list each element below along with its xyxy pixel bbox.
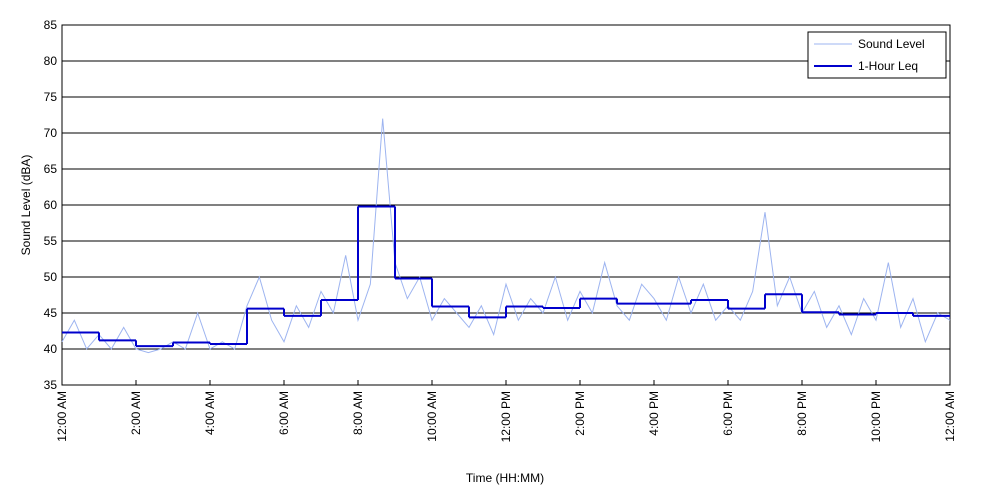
y-tick-label: 60 <box>44 198 58 212</box>
x-tick-label: 4:00 PM <box>647 391 661 436</box>
legend-label: Sound Level <box>858 37 925 51</box>
x-tick-label: 2:00 AM <box>129 391 143 435</box>
x-tick-label: 6:00 PM <box>721 391 735 436</box>
x-tick-label: 10:00 AM <box>425 391 439 442</box>
x-tick-label: 12:00 AM <box>943 391 957 442</box>
x-tick-label: 12:00 AM <box>55 391 69 442</box>
y-tick-label: 40 <box>44 342 58 356</box>
x-tick-label: 8:00 PM <box>795 391 809 436</box>
y-tick-label: 65 <box>44 162 58 176</box>
x-tick-label: 6:00 AM <box>277 391 291 435</box>
x-tick-label: 8:00 AM <box>351 391 365 435</box>
legend-label: 1-Hour Leq <box>858 59 918 73</box>
x-tick-label: 10:00 PM <box>869 391 883 442</box>
legend-box <box>807 31 947 79</box>
y-tick-label: 80 <box>44 54 58 68</box>
y-tick-label: 70 <box>44 126 58 140</box>
y-tick-label: 75 <box>44 90 58 104</box>
x-axis-label: Time (HH:MM) <box>466 471 544 485</box>
y-tick-label: 85 <box>44 18 58 32</box>
y-tick-label: 35 <box>44 378 58 392</box>
y-tick-label: 50 <box>44 270 58 284</box>
x-tick-label: 4:00 AM <box>203 391 217 435</box>
y-tick-label: 45 <box>44 306 58 320</box>
y-tick-label: 55 <box>44 234 58 248</box>
x-tick-label: 2:00 PM <box>573 391 587 436</box>
y-axis-label: Sound Level (dBA) <box>19 155 33 256</box>
x-tick-label: 12:00 PM <box>499 391 513 442</box>
